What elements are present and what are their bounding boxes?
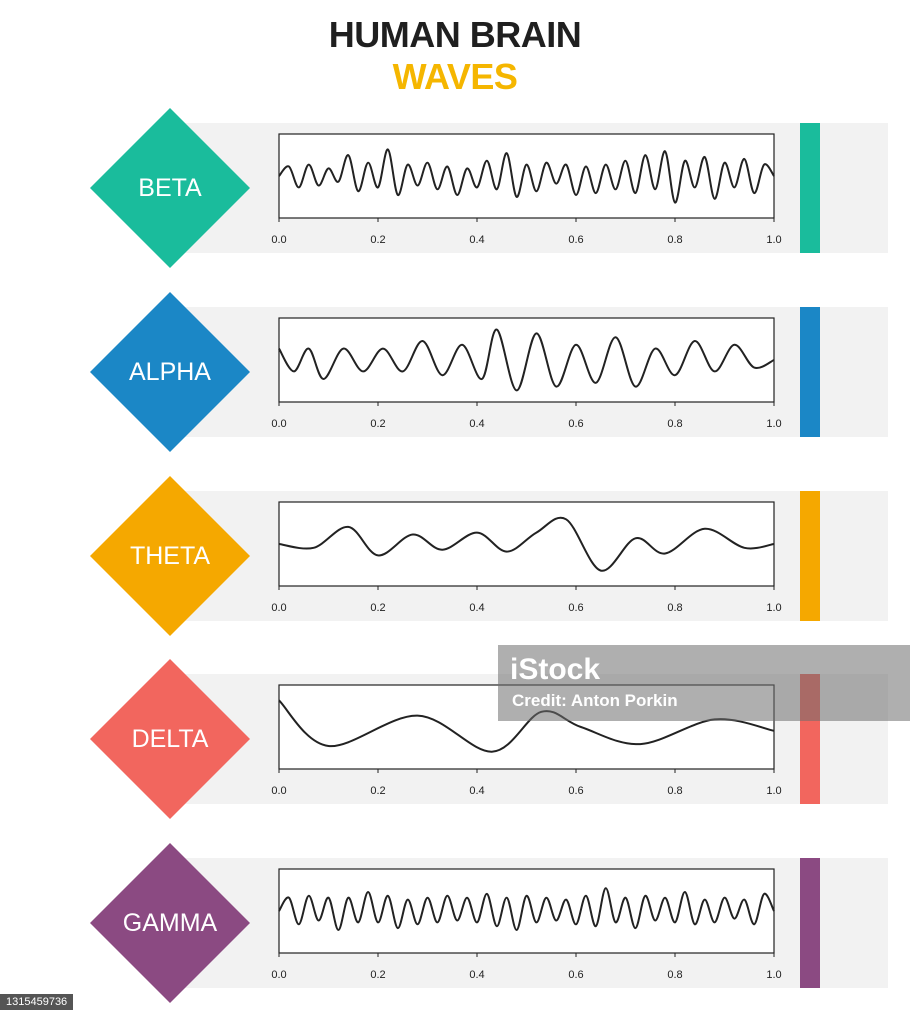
diamond-delta: DELTA	[90, 659, 250, 819]
x-tick-label: 0.2	[370, 418, 385, 430]
x-tick-label: 0.4	[469, 418, 484, 430]
x-tick-label: 1.0	[766, 785, 781, 797]
color-bar-beta	[800, 123, 820, 253]
panel-theta: THETA 0.0 0.2 0.4 0.6 0.8 1.0	[90, 476, 888, 636]
watermark: iStock Credit: Anton Porkin	[498, 645, 910, 721]
wave-label-beta: BETA	[138, 173, 202, 202]
x-tick-label: 0.8	[667, 602, 682, 614]
x-tick-label: 0.0	[271, 234, 286, 246]
x-tick-label: 0.2	[370, 785, 385, 797]
plot-gamma: 0.0 0.2 0.4 0.6 0.8 1.0	[260, 853, 800, 998]
plot-theta: 0.0 0.2 0.4 0.6 0.8 1.0	[260, 486, 800, 631]
x-tick-label: 0.6	[568, 785, 583, 797]
plot-alpha: 0.0 0.2 0.4 0.6 0.8 1.0	[260, 302, 800, 447]
x-tick-label: 0.6	[568, 418, 583, 430]
x-tick-label: 0.0	[271, 418, 286, 430]
x-tick-label: 0.2	[370, 969, 385, 981]
x-tick-label: 0.4	[469, 602, 484, 614]
x-tick-label: 1.0	[766, 234, 781, 246]
wave-line-beta	[278, 148, 775, 204]
chart-title-line1: HUMAN BRAIN	[328, 14, 582, 55]
diamond-alpha: ALPHA	[90, 292, 250, 452]
wave-label-delta: DELTA	[131, 724, 209, 753]
wave-label-alpha: ALPHA	[129, 357, 211, 386]
wave-label-theta: THETA	[129, 541, 211, 570]
x-tick-label: 0.6	[568, 234, 583, 246]
color-bar-alpha	[800, 307, 820, 437]
x-tick-label: 1.0	[766, 418, 781, 430]
x-tick-label: 0.8	[667, 785, 682, 797]
x-tick-label: 0.8	[667, 969, 682, 981]
panel-alpha: ALPHA 0.0 0.2 0.4 0.6 0.8 1.0	[90, 292, 888, 452]
color-bar-gamma	[800, 858, 820, 988]
chart-title-line2: WAVES	[392, 56, 518, 97]
x-tick-label: 0.8	[667, 418, 682, 430]
x-tick-label: 0.2	[370, 234, 385, 246]
wave-line-gamma	[278, 887, 775, 932]
diamond-beta: BETA	[90, 108, 250, 268]
diamond-theta: THETA	[90, 476, 250, 636]
x-tick-label: 0.6	[568, 602, 583, 614]
x-tick-label: 1.0	[766, 602, 781, 614]
panel-delta: DELTA 0.0 0.2 0.4 0.6 0.8 1.0	[90, 659, 888, 819]
watermark-credit: Credit: Anton Porkin	[512, 691, 678, 710]
x-tick-label: 0.0	[271, 969, 286, 981]
x-tick-label: 0.4	[469, 234, 484, 246]
x-tick-label: 0.4	[469, 785, 484, 797]
plot-frame	[278, 501, 775, 587]
wave-line-theta	[278, 516, 775, 572]
wave-label-gamma: GAMMA	[122, 908, 218, 937]
x-tick-label: 0.8	[667, 234, 682, 246]
color-bar-theta	[800, 491, 820, 621]
watermark-logo: iStock	[510, 653, 601, 686]
x-tick-label: 0.6	[568, 969, 583, 981]
panel-beta: BETA 0.0 0.2 0.4 0.6 0.8 1.0	[90, 108, 888, 268]
x-tick-label: 0.4	[469, 969, 484, 981]
image-id-label: 1315459736	[0, 994, 74, 1010]
x-tick-label: 1.0	[766, 969, 781, 981]
wave-line-alpha	[278, 328, 775, 392]
x-tick-label: 0.0	[271, 602, 286, 614]
x-tick-label: 0.0	[271, 785, 286, 797]
plot-beta: 0.0 0.2 0.4 0.6 0.8 1.0	[260, 118, 800, 263]
diamond-gamma: GAMMA	[90, 843, 250, 1003]
panel-gamma: GAMMA 0.0 0.2 0.4 0.6 0.8 1.0	[90, 843, 888, 1003]
x-tick-label: 0.2	[370, 602, 385, 614]
